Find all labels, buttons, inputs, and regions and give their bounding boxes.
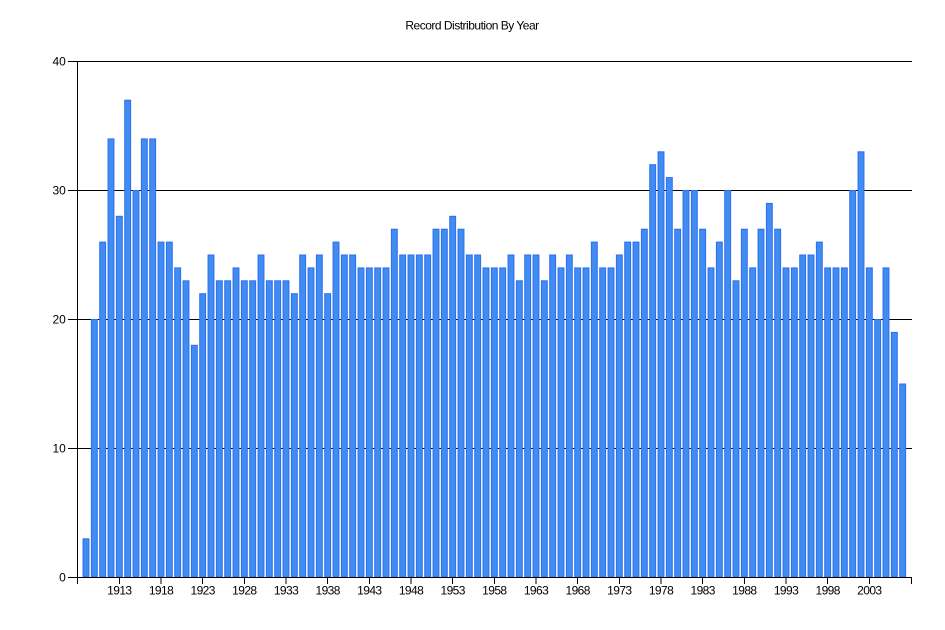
svg-text:1963: 1963 bbox=[524, 584, 549, 598]
svg-text:30: 30 bbox=[52, 183, 66, 197]
svg-text:1928: 1928 bbox=[232, 584, 257, 598]
svg-text:1983: 1983 bbox=[691, 584, 716, 598]
svg-text:0: 0 bbox=[59, 570, 66, 584]
svg-text:1933: 1933 bbox=[274, 584, 299, 598]
svg-text:1938: 1938 bbox=[316, 584, 341, 598]
svg-text:1948: 1948 bbox=[399, 584, 424, 598]
svg-text:40: 40 bbox=[52, 54, 66, 68]
svg-text:1993: 1993 bbox=[774, 584, 799, 598]
svg-text:1958: 1958 bbox=[482, 584, 507, 598]
svg-text:20: 20 bbox=[52, 312, 66, 326]
svg-text:1978: 1978 bbox=[649, 584, 674, 598]
svg-text:Record Distribution By Year: Record Distribution By Year bbox=[405, 19, 539, 33]
svg-text:10: 10 bbox=[52, 441, 66, 455]
svg-text:2003: 2003 bbox=[857, 584, 882, 598]
svg-text:1998: 1998 bbox=[816, 584, 841, 598]
svg-text:1988: 1988 bbox=[732, 584, 757, 598]
svg-text:1913: 1913 bbox=[107, 584, 132, 598]
svg-text:1953: 1953 bbox=[441, 584, 466, 598]
svg-text:1918: 1918 bbox=[149, 584, 174, 598]
svg-text:1973: 1973 bbox=[607, 584, 632, 598]
svg-text:1943: 1943 bbox=[357, 584, 382, 598]
svg-text:1923: 1923 bbox=[191, 584, 216, 598]
svg-text:1968: 1968 bbox=[566, 584, 591, 598]
